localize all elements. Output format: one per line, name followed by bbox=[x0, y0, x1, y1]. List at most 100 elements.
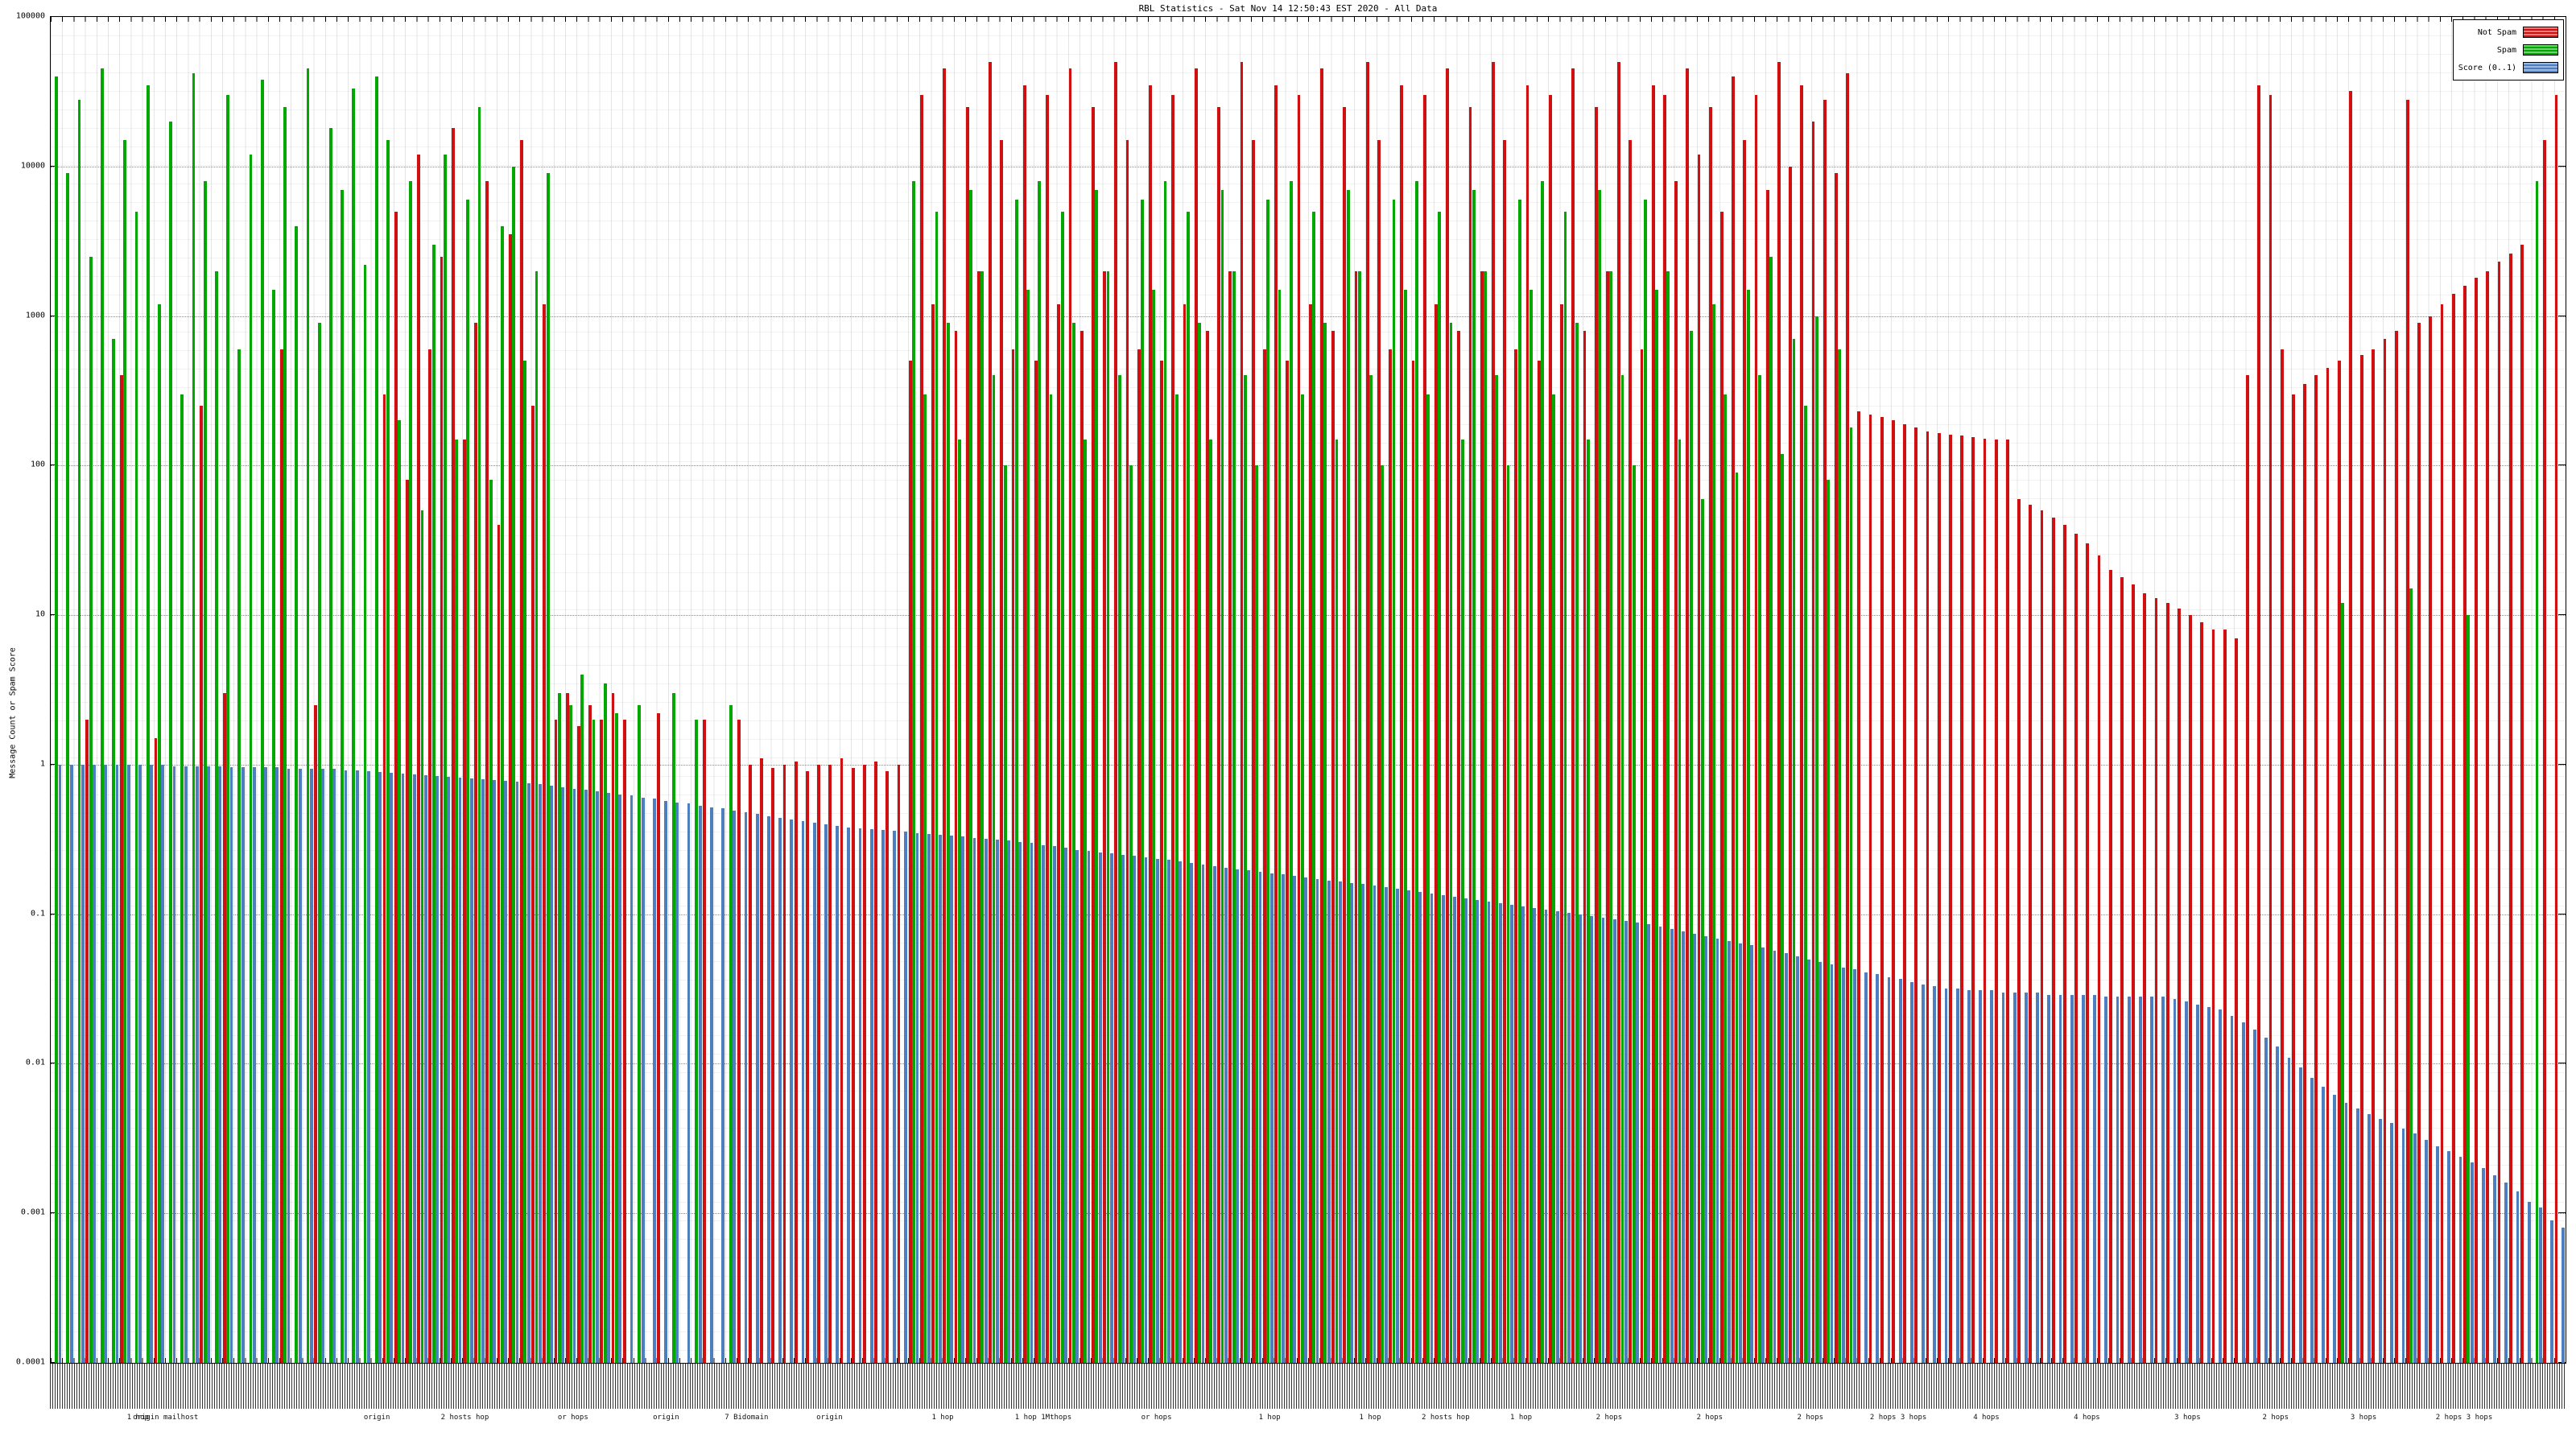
score-0-1-bar bbox=[401, 774, 405, 1363]
gridline bbox=[51, 316, 2566, 317]
score-0-1-bar bbox=[161, 764, 165, 1363]
score-0-1-bar bbox=[709, 807, 713, 1363]
not-spam-bar bbox=[817, 764, 821, 1363]
spam-bar bbox=[1369, 375, 1373, 1363]
spam-bar bbox=[2341, 603, 2345, 1363]
spam-bar bbox=[2409, 588, 2413, 1363]
not-spam-bar bbox=[1662, 95, 1666, 1363]
not-spam-bar bbox=[2029, 504, 2033, 1363]
score-0-1-bar bbox=[1818, 961, 1823, 1363]
score-0-1-bar bbox=[2379, 1118, 2383, 1363]
spam-bar bbox=[1620, 375, 1624, 1363]
score-0-1-bar bbox=[2173, 999, 2177, 1363]
not-spam-bar bbox=[1011, 349, 1015, 1363]
score-0-1-bar bbox=[1304, 877, 1308, 1363]
spam-bar bbox=[260, 80, 264, 1363]
score-0-1-bar bbox=[698, 806, 702, 1363]
spam-bar bbox=[1014, 199, 1018, 1363]
score-0-1-bar bbox=[801, 820, 805, 1363]
score-0-1-bar bbox=[1018, 841, 1022, 1363]
not-spam-bar bbox=[851, 768, 855, 1363]
score-0-1-bar bbox=[423, 775, 427, 1363]
x-axis-sublabel: 1 hop bbox=[1359, 1414, 1381, 1422]
spam-bar bbox=[535, 270, 539, 1363]
score-0-1-bar bbox=[1407, 890, 1411, 1363]
score-0-1-bar bbox=[481, 778, 485, 1363]
spam-bar bbox=[1472, 189, 1476, 1363]
score-0-1-bar bbox=[241, 767, 245, 1363]
score-0-1-bar bbox=[858, 828, 862, 1363]
score-0-1-bar bbox=[2264, 1037, 2268, 1363]
score-0-1-bar bbox=[630, 795, 634, 1363]
score-0-1-bar bbox=[2081, 994, 2085, 1363]
not-spam-bar bbox=[554, 719, 558, 1363]
score-0-1-bar bbox=[961, 836, 965, 1363]
score-0-1-bar bbox=[1007, 840, 1011, 1363]
not-spam-bar bbox=[428, 349, 432, 1363]
spam-bar bbox=[489, 480, 493, 1363]
not-spam-bar bbox=[919, 95, 923, 1363]
spam-bar bbox=[1552, 394, 1556, 1363]
spam-bar bbox=[1460, 439, 1464, 1363]
spam-bar bbox=[123, 140, 127, 1363]
chart-title: RBL Statistics - Sat Nov 14 12:50:43 EST… bbox=[1138, 3, 1438, 14]
not-spam-bar bbox=[1377, 140, 1381, 1363]
spam-bar bbox=[112, 339, 116, 1363]
score-0-1-bar bbox=[641, 798, 645, 1363]
not-spam-bar bbox=[2372, 349, 2376, 1363]
score-0-1-bar bbox=[836, 825, 840, 1363]
x-axis-sublabel: 2 hops bbox=[1797, 1414, 1824, 1422]
not-spam-bar bbox=[2246, 375, 2250, 1363]
score-0-1-bar bbox=[344, 770, 348, 1363]
not-spam-bar bbox=[1708, 106, 1712, 1363]
gridline bbox=[51, 465, 2566, 467]
score-0-1-bar bbox=[1761, 947, 1765, 1363]
score-0-1-bar bbox=[1887, 976, 1891, 1363]
score-0-1-bar bbox=[869, 829, 873, 1363]
score-0-1-bar bbox=[652, 799, 656, 1363]
spam-bar bbox=[923, 394, 927, 1363]
score-0-1-bar bbox=[1384, 886, 1388, 1363]
score-0-1-bar bbox=[2013, 992, 2017, 1363]
score-0-1-bar bbox=[1430, 893, 1434, 1363]
not-spam-bar bbox=[543, 303, 547, 1363]
not-spam-bar bbox=[2040, 510, 2044, 1363]
y-tick-label: 0.001 bbox=[20, 1208, 45, 1217]
x-axis-sublabel: 1 hop bbox=[931, 1414, 954, 1422]
not-spam-bar bbox=[2143, 592, 2147, 1363]
score-0-1-bar bbox=[275, 767, 279, 1363]
spam-bar bbox=[1152, 289, 1156, 1363]
score-0-1-bar bbox=[195, 766, 199, 1363]
score-0-1-bar bbox=[938, 834, 942, 1363]
score-0-1-bar bbox=[287, 768, 291, 1363]
not-spam-bar bbox=[2303, 384, 2307, 1363]
spam-bar bbox=[695, 719, 699, 1363]
score-0-1-bar bbox=[1795, 956, 1799, 1363]
not-spam-bar bbox=[2405, 99, 2409, 1363]
not-spam-bar bbox=[314, 704, 318, 1363]
spam-bar bbox=[603, 683, 607, 1363]
score-0-1-bar bbox=[2436, 1146, 2440, 1363]
score-0-1-bar bbox=[984, 838, 988, 1363]
score-0-1-bar bbox=[2413, 1133, 2417, 1363]
not-spam-bar bbox=[2132, 584, 2136, 1363]
spam-bar bbox=[1163, 180, 1167, 1363]
not-spam-bar bbox=[1823, 99, 1827, 1363]
score-0-1-bar bbox=[824, 824, 828, 1363]
not-spam-bar bbox=[154, 738, 158, 1363]
score-0-1-bar bbox=[618, 795, 622, 1363]
not-spam-bar bbox=[1800, 85, 1804, 1363]
not-spam-bar bbox=[1674, 180, 1678, 1363]
x-axis-sublabel: 3 hops bbox=[2174, 1414, 2201, 1422]
score-0-1-bar bbox=[1909, 982, 1913, 1363]
legend-label-score: Score (0..1) bbox=[2458, 63, 2516, 72]
spam-bar bbox=[614, 713, 618, 1363]
not-spam-bar bbox=[382, 394, 386, 1363]
spam-bar bbox=[1712, 303, 1716, 1363]
score-0-1-bar bbox=[675, 802, 679, 1363]
spam-bar bbox=[306, 68, 310, 1363]
score-0-1-bar bbox=[755, 813, 759, 1363]
y-tick-mark bbox=[2558, 763, 2566, 765]
score-0-1-bar bbox=[2458, 1156, 2462, 1363]
spam-bar bbox=[729, 704, 733, 1363]
